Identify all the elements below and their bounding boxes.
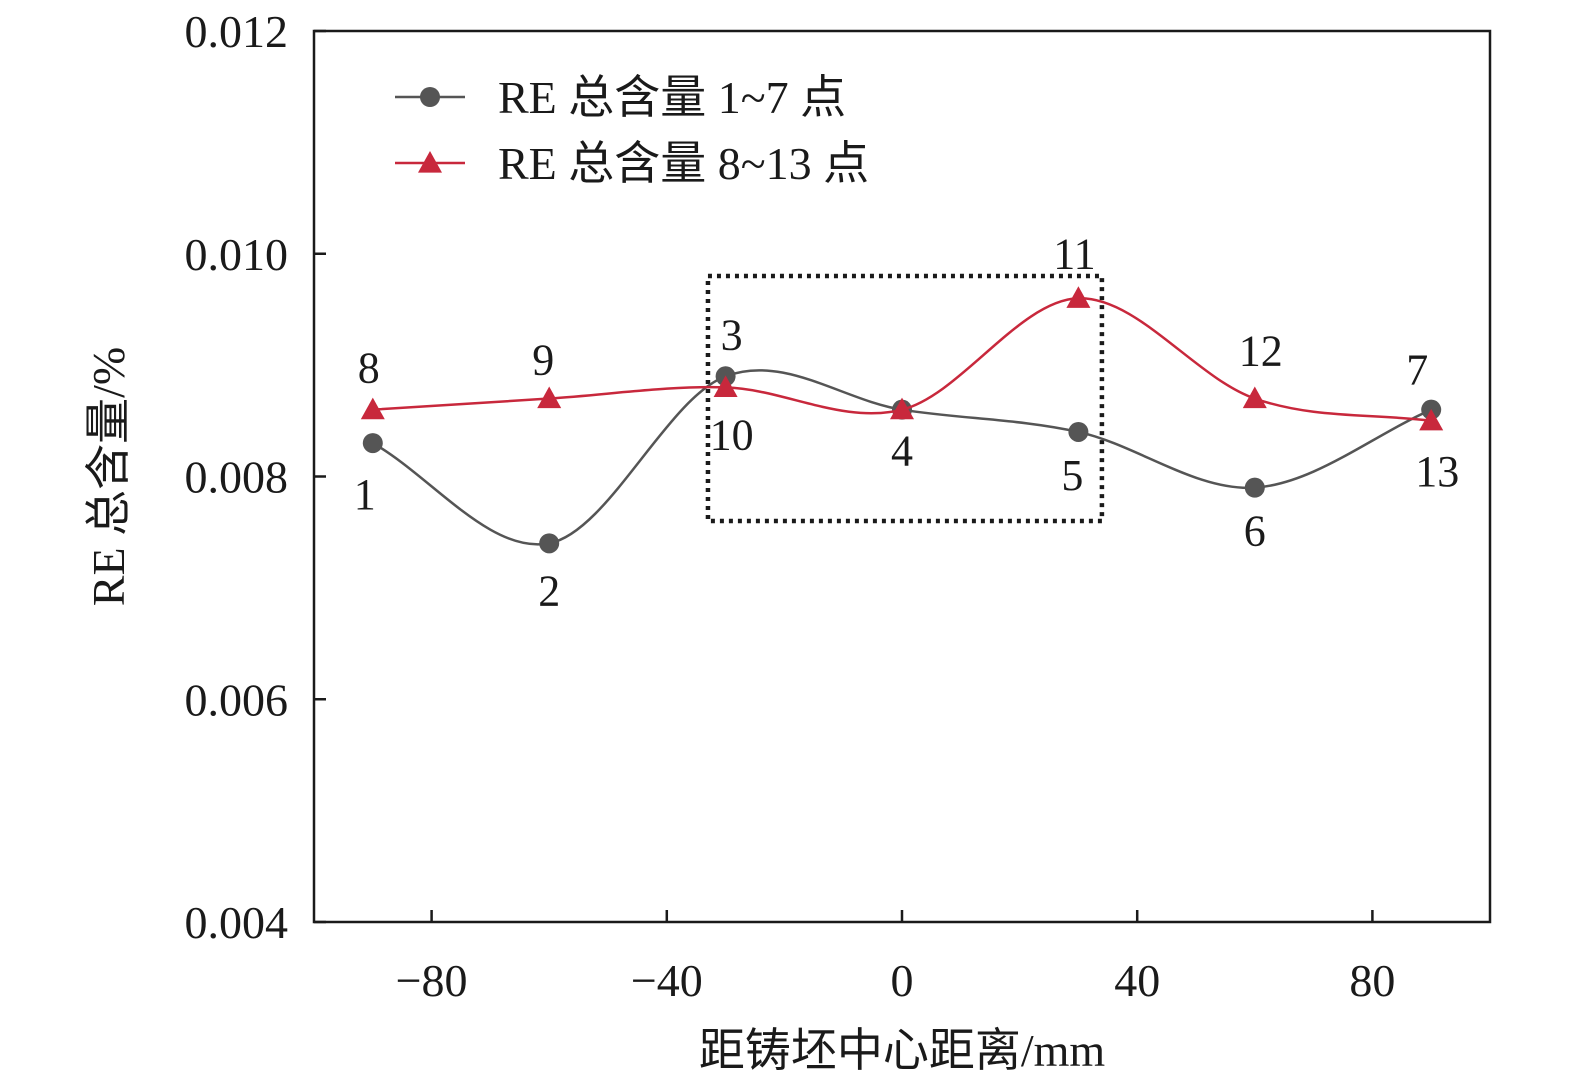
point-label: 2 bbox=[538, 566, 560, 615]
x-tick-label: −80 bbox=[396, 955, 468, 1006]
point-label: 9 bbox=[532, 336, 554, 385]
axis-ticks: −80 −40 0 40 80 0.004 0.006 0.008 0.010 0.012 bbox=[185, 6, 1396, 1006]
x-tick-label: −40 bbox=[631, 955, 703, 1006]
x-tick-label: 80 bbox=[1349, 955, 1395, 1006]
data-point-triangle bbox=[1419, 408, 1444, 431]
series-2 bbox=[360, 286, 1444, 431]
y-tick-label: 0.008 bbox=[185, 452, 289, 503]
legend-item-2: RE 总含量 8~13 点 bbox=[395, 138, 869, 189]
y-axis-title: RE 总含量/% bbox=[83, 347, 134, 606]
data-point-circle bbox=[362, 433, 383, 454]
data-point-triangle bbox=[713, 375, 738, 397]
legend: RE 总含量 1~7 点 RE 总含量 8~13 点 bbox=[395, 72, 869, 189]
x-axis-title: 距铸坯中心距离/mm bbox=[699, 1025, 1106, 1076]
point-label: 4 bbox=[891, 427, 913, 476]
point-label: 3 bbox=[721, 310, 743, 359]
point-label: 5 bbox=[1061, 451, 1083, 500]
highlight-box bbox=[705, 273, 1105, 524]
legend-circle-marker bbox=[420, 87, 440, 107]
data-point-triangle bbox=[360, 397, 385, 420]
legend-triangle-marker bbox=[418, 151, 442, 173]
legend-label: RE 总含量 8~13 点 bbox=[498, 138, 869, 189]
y-tick-label: 0.010 bbox=[185, 229, 289, 280]
point-label: 6 bbox=[1244, 507, 1266, 556]
point-label: 11 bbox=[1053, 229, 1095, 278]
point-label: 7 bbox=[1406, 346, 1428, 395]
legend-label: RE 总含量 1~7 点 bbox=[498, 72, 846, 123]
y-tick-label: 0.004 bbox=[185, 897, 289, 948]
y-tick-label: 0.006 bbox=[185, 674, 289, 725]
data-point-triangle bbox=[890, 397, 914, 420]
data-point-triangle bbox=[1242, 386, 1267, 409]
data-point-circle bbox=[1244, 477, 1265, 498]
legend-item-1: RE 总含量 1~7 点 bbox=[395, 72, 846, 123]
point-label: 12 bbox=[1239, 327, 1283, 376]
point-label: 8 bbox=[358, 344, 380, 393]
data-point-circle bbox=[1068, 421, 1089, 442]
series-layer bbox=[360, 286, 1444, 554]
x-tick-label: 0 bbox=[891, 955, 914, 1006]
data-point-triangle bbox=[1066, 286, 1091, 308]
x-tick-label: 40 bbox=[1114, 955, 1160, 1006]
point-label: 10 bbox=[710, 410, 754, 459]
data-point-triangle bbox=[537, 386, 562, 409]
data-point-circle bbox=[539, 533, 560, 554]
annotation-layer bbox=[705, 273, 1105, 524]
point-label: 13 bbox=[1415, 447, 1459, 496]
plot-frame bbox=[312, 29, 1492, 924]
y-tick-label: 0.012 bbox=[185, 6, 289, 57]
point-label: 1 bbox=[354, 470, 376, 519]
